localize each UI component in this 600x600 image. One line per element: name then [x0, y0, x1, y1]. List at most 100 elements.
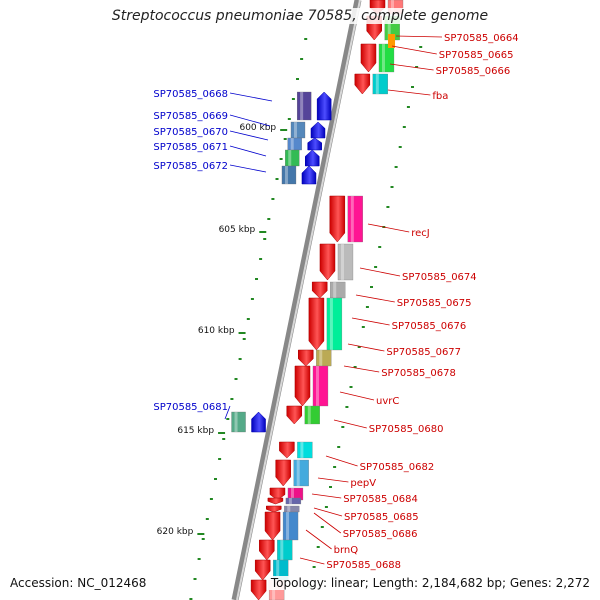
- track-dot-right: [312, 566, 316, 568]
- reverse-gene-arrow: [269, 487, 286, 501]
- track-dot-right: [337, 446, 341, 448]
- cog-bar-highlight: [387, 16, 391, 40]
- reverse-gene-label: SP70585_0680: [369, 424, 444, 435]
- reverse-gene-arrow: [267, 497, 284, 505]
- label-leader-line: [299, 557, 325, 565]
- cog-bar-highlight: [333, 282, 337, 298]
- track-dot-right: [365, 306, 369, 308]
- cog-bar-highlight: [288, 150, 292, 166]
- reverse-gene-arrow: [259, 539, 275, 561]
- forward-gene-arrow: [301, 165, 317, 185]
- reverse-gene-label: SP70585_0685: [344, 512, 419, 523]
- cog-bar-highlight: [300, 442, 304, 458]
- reverse-gene-arrow: [360, 43, 377, 73]
- cog-bar: [293, 459, 309, 487]
- track-dot-right: [394, 166, 398, 168]
- reverse-gene-label: SP70585_0666: [436, 66, 511, 77]
- track-dot-right: [324, 506, 328, 508]
- cog-bar-highlight: [288, 498, 292, 504]
- track-dot-right: [329, 486, 333, 488]
- track-dot-left: [304, 38, 308, 40]
- reverse-gene-arrow: [329, 195, 346, 243]
- track-dot-left: [197, 558, 201, 560]
- track-dot-left: [205, 518, 209, 520]
- forward-gene-arrow: [305, 149, 320, 167]
- forward-gene-arrow: [310, 121, 326, 139]
- map-title: Streptococcus pneumoniae 70585, complete…: [0, 8, 600, 24]
- cog-bar: [297, 441, 313, 459]
- track-dot-right: [333, 466, 337, 468]
- kbp-label: 620 kbp: [157, 527, 194, 537]
- forward-gene-arrow: [307, 137, 322, 151]
- reverse-gene-arrow: [286, 405, 303, 425]
- cog-bar-highlight: [350, 196, 354, 242]
- cog-bar: [296, 91, 312, 121]
- track-dot-left: [267, 218, 271, 220]
- genome-backbone: [231, 0, 362, 600]
- forward-gene-arrow: [316, 91, 332, 121]
- kbp-label: 600 kbp: [239, 123, 276, 133]
- reverse-gene-label: SP70585_0678: [381, 368, 456, 379]
- reverse-gene-label: recJ: [411, 228, 430, 239]
- cog-bar: [347, 195, 363, 243]
- cog-bar-highlight: [272, 580, 276, 600]
- track-dot-left: [230, 398, 234, 400]
- cog-bar: [284, 505, 300, 513]
- track-dot-right: [398, 146, 402, 148]
- cog-bar-highlight: [280, 540, 284, 560]
- track-dot-right: [386, 206, 390, 208]
- track-dot-left: [214, 478, 218, 480]
- label-leader-line: [389, 63, 434, 71]
- accession-label: Accession: NC_012468: [8, 576, 149, 590]
- genome-backbone-highlight: [236, 0, 361, 600]
- label-leader-line: [229, 92, 273, 102]
- label-leader-line: [359, 267, 401, 277]
- track-dot-right: [411, 86, 415, 88]
- forward-gene-label: SP70585_0681: [153, 402, 228, 413]
- track-dot-right: [406, 106, 410, 108]
- track-dot-right: [345, 406, 349, 408]
- track-dot-right: [353, 366, 357, 368]
- track-dot-right: [316, 546, 320, 548]
- cog-bar: [285, 497, 302, 505]
- label-leader-line: [229, 114, 271, 127]
- track-dot-left: [271, 198, 275, 200]
- forward-gene-label: SP70585_0669: [153, 111, 228, 122]
- label-leader-line: [313, 507, 343, 517]
- label-leader-line: [347, 343, 385, 352]
- reverse-gene-arrow: [354, 73, 371, 95]
- cog-bar: [372, 73, 388, 95]
- reverse-gene-label: SP70585_0665: [439, 50, 514, 61]
- cog-bar: [326, 297, 343, 351]
- cog-bar: [285, 149, 300, 167]
- reverse-gene-label: brnQ: [334, 545, 359, 556]
- cog-bar-highlight: [286, 512, 290, 540]
- kbp-label: 610 kbp: [198, 326, 235, 336]
- cog-bar: [281, 165, 297, 185]
- track-dot-left: [222, 438, 226, 440]
- track-dot-right: [374, 266, 378, 268]
- kbp-label: 615 kbp: [177, 426, 214, 436]
- track-dot-right: [370, 286, 374, 288]
- topology-summary: Topology: linear; Length: 2,184,682 bp; …: [268, 576, 592, 590]
- reverse-gene-label: uvrC: [376, 396, 399, 407]
- reverse-gene-arrow: [264, 511, 281, 541]
- reverse-gene-label: SP70585_0674: [402, 272, 477, 283]
- track-dot-left: [201, 538, 205, 540]
- track-dot-right: [341, 426, 345, 428]
- track-dot-right: [390, 186, 394, 188]
- cog-bar: [337, 243, 354, 281]
- cog-bar: [277, 539, 293, 561]
- reverse-gene-label: fba: [432, 91, 448, 102]
- label-leader-line: [325, 455, 358, 467]
- label-leader-line: [367, 223, 410, 233]
- reverse-gene-label: SP70585_0682: [360, 462, 435, 473]
- cog-bar-highlight: [329, 298, 333, 350]
- cog-bar-highlight: [300, 92, 304, 120]
- track-dot-right: [357, 346, 361, 348]
- label-leader-line: [317, 477, 349, 483]
- cog-bar: [312, 365, 329, 407]
- reverse-gene-label: pepV: [350, 478, 376, 489]
- track-dot-right: [378, 246, 382, 248]
